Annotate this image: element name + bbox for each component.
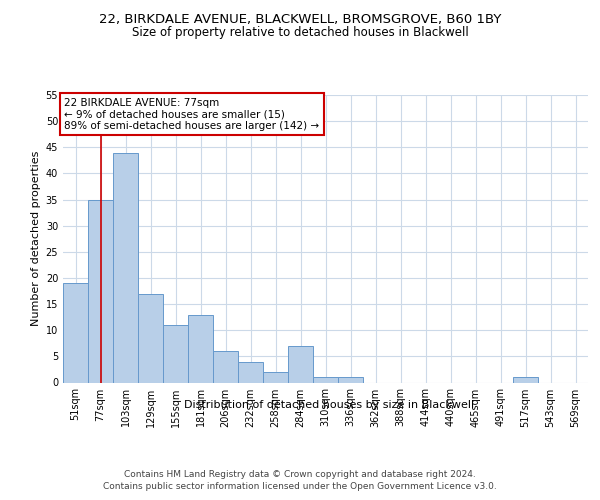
Bar	[338, 378, 363, 382]
Text: 22, BIRKDALE AVENUE, BLACKWELL, BROMSGROVE, B60 1BY: 22, BIRKDALE AVENUE, BLACKWELL, BROMSGRO…	[99, 12, 501, 26]
Text: Distribution of detached houses by size in Blackwell: Distribution of detached houses by size …	[184, 400, 474, 410]
Bar	[238, 362, 263, 382]
Text: Contains HM Land Registry data © Crown copyright and database right 2024.: Contains HM Land Registry data © Crown c…	[124, 470, 476, 479]
Bar	[213, 351, 238, 382]
Bar	[188, 314, 213, 382]
Bar	[288, 346, 313, 383]
Bar	[63, 283, 88, 382]
Text: Size of property relative to detached houses in Blackwell: Size of property relative to detached ho…	[131, 26, 469, 39]
Bar	[163, 325, 188, 382]
Bar	[113, 152, 138, 382]
Bar	[313, 378, 338, 382]
Bar	[263, 372, 288, 382]
Text: 22 BIRKDALE AVENUE: 77sqm
← 9% of detached houses are smaller (15)
89% of semi-d: 22 BIRKDALE AVENUE: 77sqm ← 9% of detach…	[64, 98, 319, 131]
Y-axis label: Number of detached properties: Number of detached properties	[31, 151, 41, 326]
Bar	[138, 294, 163, 382]
Text: Contains public sector information licensed under the Open Government Licence v3: Contains public sector information licen…	[103, 482, 497, 491]
Bar	[513, 378, 538, 382]
Bar	[88, 200, 113, 382]
